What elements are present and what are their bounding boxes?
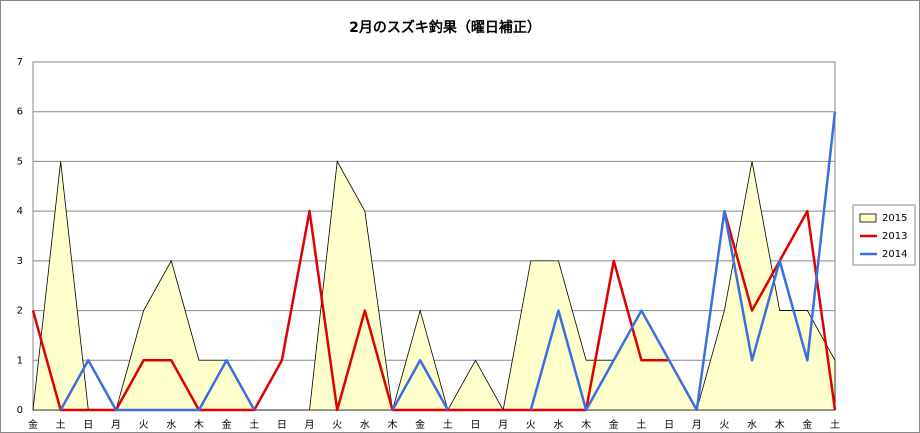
x-tick-label: 火 <box>332 419 342 431</box>
x-tick-label: 火 <box>719 419 729 431</box>
legend-label: 2015 <box>882 213 907 224</box>
x-tick-label: 火 <box>526 419 536 431</box>
y-tick-label: 0 <box>17 405 23 416</box>
x-tick-label: 火 <box>139 419 149 431</box>
x-tick-label: 金 <box>28 418 38 431</box>
x-tick-label: 金 <box>802 418 812 431</box>
legend-label: 2014 <box>882 249 907 260</box>
x-tick-label: 月 <box>498 419 508 431</box>
x-tick-label: 土 <box>56 418 66 431</box>
x-tick-label: 金 <box>609 418 619 431</box>
y-tick-label: 2 <box>17 306 23 317</box>
legend-swatch <box>859 213 877 223</box>
x-tick-label: 日 <box>664 420 674 431</box>
x-tick-label: 水 <box>166 419 176 431</box>
x-tick-label: 月 <box>305 419 315 431</box>
x-tick-label: 木 <box>581 419 591 431</box>
x-tick-label: 木 <box>194 419 204 431</box>
x-tick-label: 水 <box>360 419 370 431</box>
x-tick-label: 月 <box>692 419 702 431</box>
x-tick-label: 金 <box>415 418 425 431</box>
area <box>32 160 836 412</box>
y-tick-label: 4 <box>17 206 23 217</box>
x-tick-label: 月 <box>111 419 121 431</box>
x-tick-label: 日 <box>83 420 93 431</box>
x-tick-label: 土 <box>443 418 453 431</box>
chart-title: 2月のスズキ釣果（曜日補正） <box>349 19 541 36</box>
x-tick-label: 金 <box>222 418 232 431</box>
y-tick-label: 6 <box>17 107 23 118</box>
x-tick-label: 土 <box>249 418 259 431</box>
x-tick-label: 日 <box>277 420 287 431</box>
legend-label: 2013 <box>882 231 907 242</box>
y-tick-label: 3 <box>17 256 23 267</box>
x-tick-label: 土 <box>636 418 646 431</box>
line <box>59 111 837 412</box>
y-tick-label: 1 <box>17 355 23 366</box>
x-tick-label: 木 <box>388 419 398 431</box>
x-tick-label: 水 <box>747 419 757 431</box>
x-tick-label: 土 <box>830 418 840 431</box>
y-tick-label: 7 <box>17 57 23 68</box>
x-tick-label: 日 <box>470 420 480 431</box>
x-tick-label: 水 <box>553 419 563 431</box>
y-tick-label: 5 <box>17 156 23 167</box>
x-tick-label: 木 <box>775 419 785 431</box>
